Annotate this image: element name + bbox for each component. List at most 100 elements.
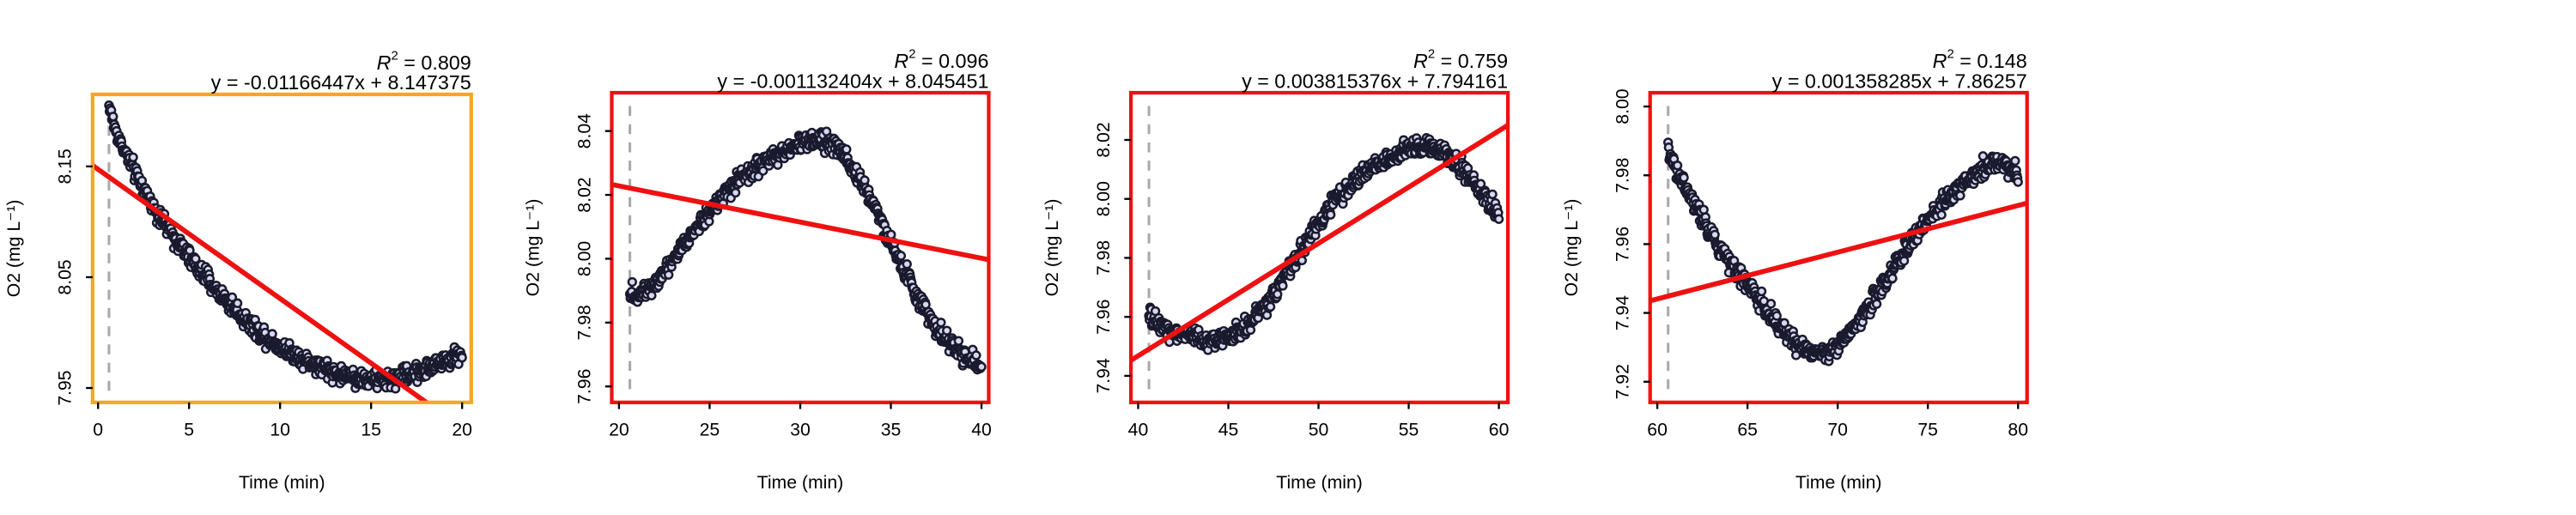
y-tick-label: 7.98 (1094, 240, 1114, 276)
x-tick-label: 20 (609, 420, 629, 439)
x-axis-title: Time (min) (757, 473, 844, 493)
r-squared-value: = 0.759 (1435, 50, 1508, 72)
data-point (2010, 155, 2020, 167)
data-points (104, 100, 467, 394)
data-point (1955, 191, 1965, 201)
data-point (758, 166, 769, 176)
r-squared-exponent: 2 (392, 49, 398, 63)
data-point (108, 112, 118, 122)
x-tick-label: 25 (700, 420, 720, 439)
plot-frame (90, 92, 473, 404)
y-tick-label: 8.05 (56, 259, 76, 294)
r-squared-label: R2 = 0.759 (1413, 48, 1508, 73)
y-tick-label: 7.96 (574, 369, 594, 404)
x-tick-label: 55 (1399, 420, 1419, 439)
data-point (647, 290, 657, 300)
data-point (663, 270, 674, 280)
r-squared-exponent: 2 (1947, 48, 1953, 62)
data-point (953, 336, 964, 346)
r-symbol: R (377, 52, 392, 74)
x-axis-title: Time (min) (1795, 473, 1882, 493)
y-tick-label: 8.02 (574, 177, 594, 212)
y-axis-title: O2 (mg L⁻¹) (1562, 199, 1582, 297)
data-point (1871, 299, 1882, 309)
r-symbol: R (1933, 50, 1947, 72)
x-axis-title: Time (min) (239, 473, 325, 493)
data-point (227, 292, 238, 303)
x-tick-label: 60 (1647, 420, 1668, 439)
y-tick-label: 7.98 (1613, 158, 1633, 193)
data-point (1325, 209, 1336, 220)
regression-line (611, 182, 989, 263)
data-point (976, 361, 987, 373)
y-tick-label: 7.94 (1094, 358, 1114, 393)
x-tick-label: 70 (1827, 420, 1848, 439)
x-tick-label: 45 (1218, 420, 1239, 439)
data-point (1936, 209, 1947, 220)
data-point (232, 298, 243, 308)
y-tick-label: 7.96 (1094, 300, 1114, 335)
fit-equation: y = 0.001358285x + 7.86257 (1772, 70, 2027, 92)
data-point (457, 352, 467, 363)
r-squared-value: = 0.809 (398, 52, 471, 74)
r-squared-label: R2 = 0.809 (377, 49, 471, 74)
y-tick-label: 7.95 (56, 370, 76, 405)
data-point (936, 318, 946, 328)
fit-equation: y = 0.003815376x + 7.794161 (1242, 70, 1508, 92)
y-tick-label: 8.02 (1094, 122, 1114, 157)
r-squared-exponent: 2 (1428, 48, 1435, 62)
x-tick-label: 40 (1128, 420, 1149, 439)
y-tick-label: 7.92 (1613, 364, 1633, 399)
r-squared-value: = 0.096 (916, 50, 989, 72)
panel-3: 40 45 50 55 60 Time (min) 7.94 7.96 7.98 8.00 8.02… (1042, 48, 1510, 493)
y-axis-title: O2 (mg L⁻¹) (524, 199, 544, 297)
y-tick-label: 7.96 (1613, 227, 1633, 262)
r-squared-label: R2 = 0.096 (894, 48, 988, 73)
panel-2: 20 25 30 35 40 Time (min) 7.96 7.98 8.00 8.02 8.04… (524, 48, 992, 494)
x-tick-label: 20 (452, 420, 472, 439)
data-point (627, 276, 637, 288)
data-point (1899, 256, 1910, 266)
data-point (128, 152, 138, 162)
regression-line (1649, 200, 2027, 304)
fit-equation: y = -0.001132404x + 8.045451 (717, 70, 988, 92)
data-point (902, 259, 912, 270)
data-point (1487, 189, 1498, 200)
y-tick-label: 7.98 (574, 305, 594, 340)
data-point (1672, 161, 1683, 171)
r-symbol: R (894, 50, 908, 72)
data-point (1679, 173, 1689, 183)
panel-1: 0 5 10 15 20 Time (min) 7.95 8.05 8.15 O2 (mg L⁻¹… (4, 49, 473, 493)
data-point (841, 144, 852, 154)
data-point (1756, 286, 1767, 297)
data-point (1765, 299, 1777, 309)
y-tick-label: 8.00 (574, 241, 594, 276)
data-point (1887, 273, 1898, 283)
x-tick-label: 5 (184, 420, 194, 439)
data-point (730, 187, 741, 198)
regression-line (1131, 123, 1509, 363)
x-tick-label: 15 (361, 420, 381, 439)
data-point (1273, 289, 1283, 300)
data-point (971, 350, 981, 360)
data-points (624, 126, 987, 375)
y-tick-label: 7.94 (1613, 295, 1633, 330)
x-tick-label: 65 (1737, 420, 1758, 439)
data-points (1663, 137, 2023, 367)
x-tick-label: 30 (790, 420, 811, 439)
plot-frame (610, 90, 991, 404)
r-squared-exponent: 2 (908, 48, 915, 62)
y-tick-label: 8.00 (1094, 181, 1114, 216)
data-point (2013, 177, 2023, 187)
data-point (942, 325, 952, 336)
x-axis-title: Time (min) (1276, 473, 1363, 493)
regression-line (92, 163, 431, 403)
x-tick-label: 50 (1309, 420, 1329, 439)
data-points (1144, 133, 1504, 355)
x-tick-label: 0 (93, 420, 103, 439)
x-tick-label: 80 (2008, 420, 2028, 439)
r-symbol: R (1413, 50, 1428, 72)
x-tick-label: 60 (1489, 420, 1510, 439)
data-point (267, 329, 277, 339)
r-squared-value: = 0.148 (1954, 50, 2027, 72)
